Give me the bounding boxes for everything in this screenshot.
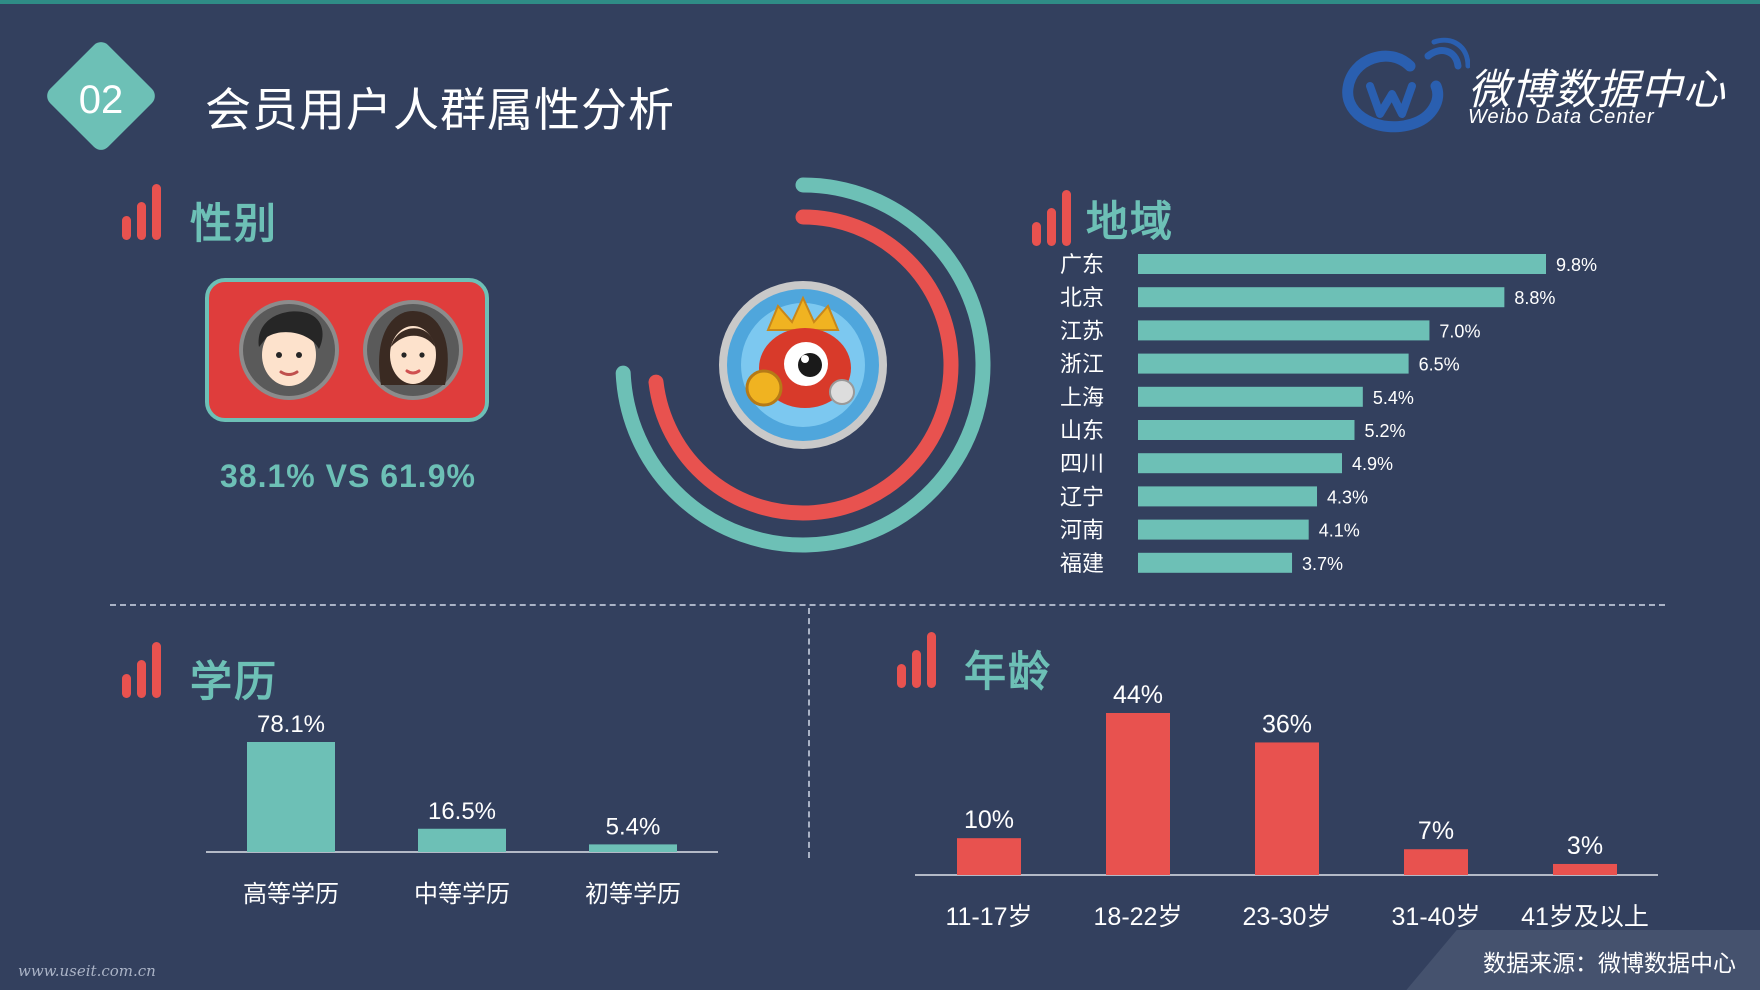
weibo-mascot-icon <box>719 281 887 449</box>
gender-ratio-text: 38.1% VS 61.9% <box>220 458 476 495</box>
brand-name: 微博数据中心 <box>1468 66 1727 113</box>
region-category-label: 浙江 <box>1060 352 1104 377</box>
male-share-arc <box>648 209 959 521</box>
age-value-label: 10% <box>964 806 1014 834</box>
region-category-label: 河南 <box>1060 518 1104 543</box>
gender-ring-chart <box>615 177 991 553</box>
education-bar <box>589 844 677 852</box>
region-bar <box>1138 386 1363 407</box>
age-category-label: 41岁及以上 <box>1521 903 1649 931</box>
region-value-label: 3.7% <box>1302 554 1343 574</box>
age-section-title: 年龄 <box>964 648 1053 695</box>
region-category-label: 上海 <box>1060 385 1104 410</box>
horizontal-divider <box>110 604 1665 606</box>
region-bar <box>1138 453 1342 474</box>
male-avatar-icon <box>239 300 339 400</box>
education-value-label: 5.4% <box>606 813 661 840</box>
region-value-label: 8.8% <box>1514 288 1555 308</box>
top-accent-line <box>0 0 1760 4</box>
education-bar-chart: 78.1% 高等学历 16.5% 中等学历 5.4% 初等学历 <box>206 711 718 908</box>
female-avatar-icon <box>363 300 463 400</box>
gender-avatar-box <box>205 278 489 422</box>
region-bar <box>1138 420 1355 440</box>
education-category-label: 高等学历 <box>243 881 339 908</box>
education-value-label: 78.1% <box>257 711 325 738</box>
region-value-label: 5.2% <box>1364 421 1405 441</box>
region-category-label: 江苏 <box>1060 318 1104 343</box>
age-bar <box>1255 742 1319 875</box>
age-value-label: 7% <box>1418 817 1454 845</box>
region-bar <box>1138 552 1293 573</box>
region-bar <box>1138 353 1409 374</box>
gender-section-title: 性别 <box>190 200 279 247</box>
region-bar <box>1138 519 1309 540</box>
age-bar <box>1553 863 1617 875</box>
female-percentage: 61.9% <box>380 458 476 494</box>
age-value-label: 36% <box>1262 710 1312 738</box>
age-category-label: 11-17岁 <box>945 903 1032 931</box>
education-value-label: 16.5% <box>428 798 496 825</box>
section-number: 02 <box>78 78 124 122</box>
page-title: 会员用户人群属性分析 <box>205 84 675 136</box>
vs-label: VS <box>325 458 371 494</box>
education-bar <box>418 828 506 852</box>
age-value-label: 44% <box>1113 681 1163 709</box>
region-category-label: 辽宁 <box>1060 484 1104 509</box>
age-category-label: 23-30岁 <box>1243 903 1332 931</box>
region-bar-chart: 广东 9.8% 北京 8.8% 江苏 7.0% 浙江 6.5% 上海 5.4% 山东 5.2% 四川 4.… <box>1060 252 1597 576</box>
region-category-label: 四川 <box>1060 451 1104 476</box>
weibo-logo-icon <box>1342 37 1470 133</box>
signal-bars-icon <box>122 184 161 240</box>
region-bar <box>1138 254 1546 274</box>
region-value-label: 4.1% <box>1319 521 1360 541</box>
age-value-label: 3% <box>1567 832 1603 860</box>
signal-bars-icon <box>897 632 936 688</box>
signal-bars-icon <box>122 642 161 698</box>
region-value-label: 4.3% <box>1327 487 1368 507</box>
education-bar <box>247 742 335 852</box>
age-bar <box>1404 849 1468 875</box>
education-section-title: 学历 <box>190 658 279 705</box>
age-bar <box>957 838 1021 875</box>
female-share-arc <box>615 177 991 553</box>
male-percentage: 38.1% <box>220 458 316 494</box>
age-bar-chart: 10% 11-17岁 44% 18-22岁 36% 23-30岁 7% 31-40岁 3% 41岁… <box>915 681 1658 931</box>
data-source-text: 数据来源：微博数据中心 <box>1483 950 1736 976</box>
signal-bars-icon <box>1032 190 1071 246</box>
education-category-label: 中等学历 <box>414 881 510 908</box>
region-bar <box>1138 287 1505 308</box>
watermark-text: www.useit.com.cn <box>18 962 156 980</box>
region-category-label: 北京 <box>1060 285 1104 310</box>
age-category-label: 31-40岁 <box>1392 903 1481 931</box>
region-value-label: 5.4% <box>1373 388 1414 408</box>
region-section-title: 地域 <box>1086 198 1175 245</box>
age-category-label: 18-22岁 <box>1094 903 1183 931</box>
region-category-label: 广东 <box>1060 252 1104 277</box>
region-value-label: 6.5% <box>1419 355 1460 375</box>
education-category-label: 初等学历 <box>585 881 681 908</box>
age-bar <box>1106 713 1170 875</box>
region-value-label: 7.0% <box>1439 321 1480 341</box>
region-bar <box>1138 320 1430 341</box>
region-value-label: 9.8% <box>1556 255 1597 275</box>
region-bar <box>1138 486 1318 507</box>
brand-subtitle: Weibo Data Center <box>1468 106 1655 128</box>
region-category-label: 福建 <box>1060 551 1104 576</box>
region-value-label: 4.9% <box>1352 454 1393 474</box>
region-category-label: 山东 <box>1060 418 1104 443</box>
vertical-divider <box>808 608 810 858</box>
